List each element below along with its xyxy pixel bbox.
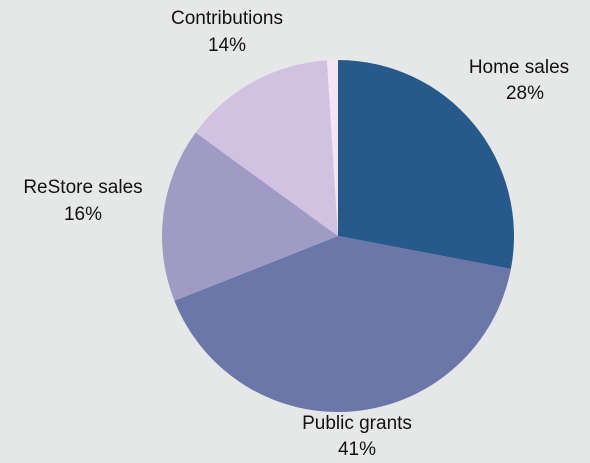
pie-slice-restore-sales <box>161 132 338 301</box>
slice-value-public-grants: 41% <box>338 439 376 460</box>
pie-slices <box>161 60 514 413</box>
pie-slice-home-sales <box>338 60 514 269</box>
pie-slice-small <box>326 60 338 236</box>
slice-label-home-sales: Home sales <box>469 57 569 78</box>
pie-labels: Home sales 28% Public grants 41% ReStore… <box>23 8 569 460</box>
slice-label-restore-sales: ReStore sales <box>23 177 142 198</box>
pie-slice-public-grants <box>174 236 511 413</box>
slice-label-contributions: Contributions <box>171 8 283 29</box>
slice-value-contributions: 14% <box>208 35 246 56</box>
pie-slice-contributions <box>195 60 338 237</box>
slice-label-public-grants: Public grants <box>302 413 412 434</box>
slice-value-restore-sales: 16% <box>64 204 102 225</box>
slice-value-home-sales: 28% <box>506 83 544 104</box>
